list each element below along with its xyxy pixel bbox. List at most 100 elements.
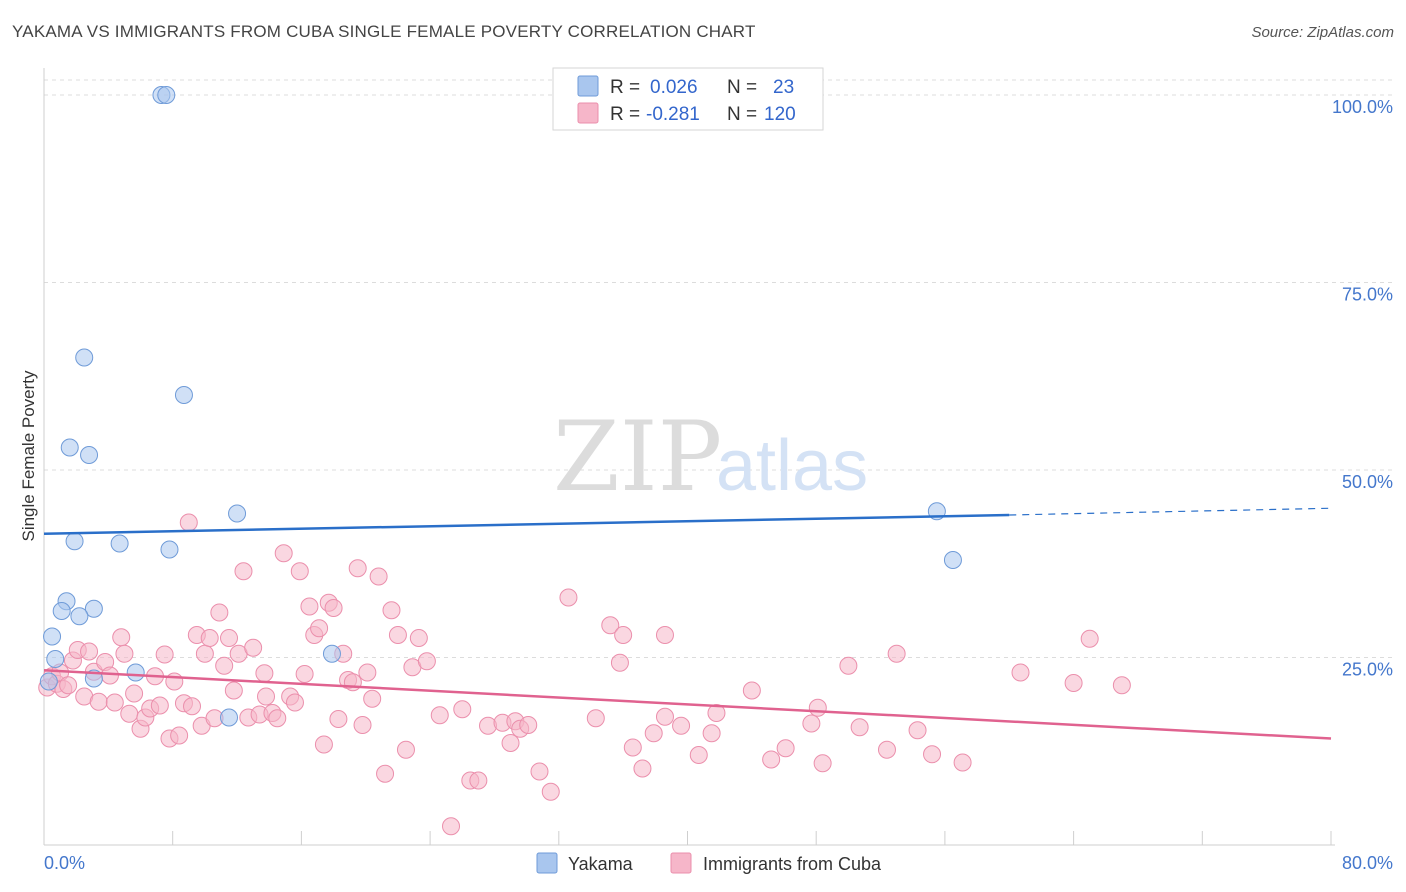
point-yakama: [220, 708, 239, 727]
series-yakama: [39, 86, 962, 727]
point-cuba: [115, 644, 134, 663]
series-legend: Yakama Immigrants from Cuba: [536, 852, 882, 874]
chart-source: Source: ZipAtlas.com: [1251, 24, 1394, 41]
point-cuba: [220, 629, 239, 647]
y-tick-labels: 100.0% 75.0% 50.0% 25.0%: [1332, 97, 1393, 680]
point-cuba: [382, 601, 401, 620]
legend-n-label-yakama: N =: [727, 77, 757, 98]
point-cuba: [453, 700, 472, 719]
axes: [43, 68, 1335, 846]
point-cuba: [519, 716, 538, 734]
point-cuba: [417, 652, 436, 671]
point-yakama: [943, 551, 962, 569]
point-yakama: [60, 438, 79, 457]
point-cuba: [644, 724, 663, 743]
point-cuba: [215, 656, 234, 675]
point-cuba: [469, 771, 488, 790]
legend-n-value-yakama: 23: [773, 77, 794, 98]
point-cuba: [112, 628, 131, 647]
point-yakama: [322, 644, 341, 663]
point-cuba: [672, 716, 691, 735]
x-tick-label-max: 80.0%: [1342, 853, 1393, 873]
point-cuba: [953, 753, 972, 772]
point-yakama: [160, 540, 179, 559]
point-cuba: [170, 726, 189, 745]
point-yakama: [43, 627, 62, 646]
point-cuba: [702, 724, 721, 743]
watermark: ZIP atlas: [553, 401, 868, 513]
point-cuba: [923, 745, 942, 764]
x-tick-labels: 0.0% 80.0%: [44, 853, 1393, 873]
point-cuba: [165, 672, 184, 691]
point-cuba: [155, 645, 174, 664]
point-cuba: [707, 704, 726, 722]
point-yakama: [65, 532, 84, 551]
point-cuba: [1080, 629, 1099, 648]
x-tick-label-min: 0.0%: [44, 853, 85, 873]
point-cuba: [388, 626, 407, 644]
point-cuba: [1064, 674, 1083, 692]
point-cuba: [541, 782, 560, 801]
point-cuba: [89, 692, 108, 711]
point-cuba: [762, 750, 781, 769]
chart-title: YAKAMA VS IMMIGRANTS FROM CUBA SINGLE FE…: [12, 22, 756, 41]
point-cuba: [776, 739, 795, 758]
point-cuba: [224, 681, 243, 700]
bottom-legend-label-cuba: Immigrants from Cuba: [703, 854, 882, 874]
stats-legend: R = 0.026 N = 23 R = -0.281 N = 120: [552, 67, 824, 131]
point-cuba: [1112, 676, 1131, 695]
point-yakama: [126, 663, 145, 682]
legend-swatch-yakama: [577, 75, 599, 97]
point-cuba: [887, 644, 906, 663]
series-immigrants-from-cuba: [38, 513, 1131, 836]
bottom-legend-label-yakama: Yakama: [568, 854, 634, 874]
point-yakama: [157, 86, 176, 104]
watermark-atlas: atlas: [716, 426, 868, 506]
point-cuba: [310, 619, 329, 638]
point-yakama: [228, 504, 247, 523]
point-cuba: [353, 716, 372, 734]
point-cuba: [80, 642, 99, 661]
point-cuba: [105, 693, 124, 712]
legend-n-value-cuba: 120: [764, 104, 796, 125]
point-cuba: [501, 734, 520, 752]
point-yakama: [46, 650, 65, 668]
point-cuba: [610, 653, 629, 672]
trend-line-yakama: [43, 513, 1010, 535]
y-axis-label: Single Female Poverty: [19, 370, 38, 542]
point-cuba: [120, 704, 139, 723]
point-cuba: [689, 746, 708, 764]
point-cuba: [623, 738, 642, 757]
point-cuba: [655, 707, 674, 726]
point-cuba: [343, 673, 362, 692]
point-cuba: [614, 626, 633, 644]
legend-r-label-cuba: R =: [610, 104, 640, 125]
legend-n-label-cuba: N =: [727, 104, 757, 125]
point-cuba: [479, 716, 498, 735]
legend-r-value-yakama: 0.026: [650, 77, 698, 98]
point-cuba: [195, 644, 214, 663]
point-cuba: [633, 759, 652, 778]
point-yakama: [174, 386, 193, 404]
point-cuba: [877, 740, 896, 759]
point-cuba: [179, 513, 198, 532]
point-cuba: [358, 663, 377, 682]
point-cuba: [274, 544, 293, 563]
y-tick-label: 50.0%: [1342, 472, 1393, 492]
point-cuba: [295, 665, 314, 683]
legend-r-label-yakama: R =: [610, 77, 640, 98]
point-cuba: [324, 599, 343, 617]
point-cuba: [559, 588, 578, 607]
point-cuba: [409, 629, 428, 647]
point-cuba: [59, 676, 78, 695]
point-cuba: [376, 764, 395, 783]
point-cuba: [210, 603, 229, 622]
y-tick-label: 75.0%: [1342, 285, 1393, 305]
point-yakama: [75, 348, 94, 367]
trend-lines: [43, 507, 1332, 740]
point-yakama: [110, 534, 129, 553]
point-yakama: [80, 446, 99, 464]
point-cuba: [329, 710, 348, 728]
watermark-zip: ZIP: [553, 401, 722, 513]
